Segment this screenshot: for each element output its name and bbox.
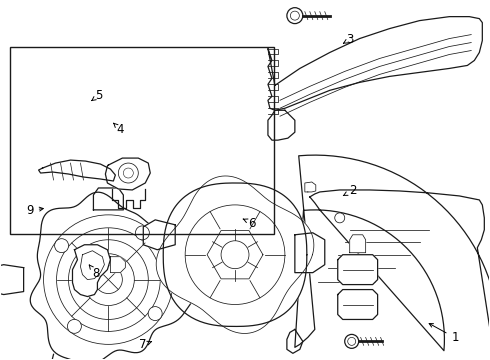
Bar: [10, 47, 274, 234]
Text: 9: 9: [26, 204, 43, 217]
Text: 8: 8: [89, 265, 99, 280]
Polygon shape: [110, 257, 125, 273]
Circle shape: [348, 337, 356, 345]
Polygon shape: [0, 265, 24, 294]
Text: 1: 1: [429, 324, 459, 344]
Circle shape: [68, 319, 81, 333]
Polygon shape: [305, 182, 316, 192]
Polygon shape: [268, 17, 482, 110]
Polygon shape: [163, 183, 307, 327]
Polygon shape: [94, 188, 123, 210]
Polygon shape: [73, 245, 110, 297]
Polygon shape: [295, 233, 325, 273]
Text: 3: 3: [343, 33, 354, 46]
Circle shape: [82, 254, 134, 306]
Circle shape: [123, 168, 133, 178]
Polygon shape: [207, 230, 263, 279]
Text: 7: 7: [139, 338, 151, 351]
Circle shape: [95, 266, 122, 293]
Polygon shape: [338, 255, 378, 285]
Polygon shape: [268, 110, 295, 140]
Polygon shape: [156, 176, 314, 333]
Polygon shape: [295, 155, 490, 360]
Polygon shape: [287, 329, 303, 353]
Text: 6: 6: [243, 216, 256, 230]
Polygon shape: [105, 158, 150, 190]
Text: 4: 4: [114, 123, 124, 136]
Text: 2: 2: [343, 184, 356, 197]
Circle shape: [119, 163, 138, 183]
Circle shape: [185, 205, 285, 305]
Circle shape: [69, 240, 148, 319]
Circle shape: [221, 241, 249, 269]
Circle shape: [44, 215, 173, 345]
Circle shape: [148, 307, 162, 320]
Polygon shape: [338, 289, 378, 319]
Text: 5: 5: [92, 89, 102, 102]
Polygon shape: [350, 235, 366, 253]
Circle shape: [291, 11, 299, 20]
Circle shape: [135, 226, 149, 240]
Circle shape: [335, 213, 345, 223]
Circle shape: [345, 334, 359, 348]
Polygon shape: [39, 160, 115, 181]
Polygon shape: [30, 192, 200, 360]
Circle shape: [56, 228, 160, 332]
Circle shape: [287, 8, 303, 24]
Polygon shape: [143, 220, 175, 250]
Circle shape: [54, 239, 69, 253]
